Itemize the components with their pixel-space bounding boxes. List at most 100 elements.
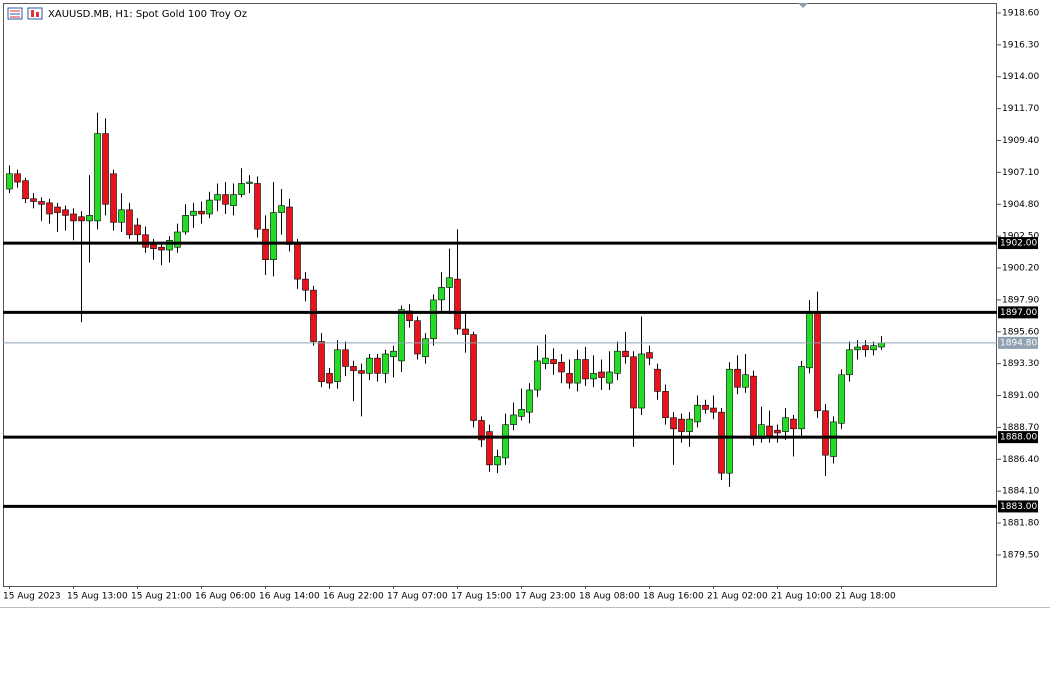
y-tick-label: 1916.30 (1002, 40, 1039, 50)
candle-body (726, 368, 733, 474)
y-tick-label: 1914.00 (1002, 72, 1039, 82)
candle-body (622, 350, 629, 358)
x-tick-label: 16 Aug 06:00 (195, 592, 256, 602)
candle-body (350, 366, 357, 371)
candle-body (374, 357, 381, 374)
x-tick-label: 21 Aug 02:00 (707, 592, 768, 602)
candle-body (414, 320, 421, 355)
candle-body (310, 289, 317, 342)
candle-body (102, 133, 109, 205)
candle-body (806, 312, 813, 369)
level-box (998, 237, 1038, 250)
candle-body (862, 345, 869, 351)
icon-bar (36, 12, 39, 17)
candle-body (694, 404, 701, 423)
candle-body (174, 231, 181, 248)
candle-body (750, 375, 757, 439)
candle-body (718, 411, 725, 474)
candle-body (686, 418, 693, 432)
candle-body (774, 429, 781, 434)
y-tick-label: 1888.70 (1002, 423, 1039, 433)
candle-body (598, 371, 605, 378)
candle-body (446, 277, 453, 288)
candle-body (222, 194, 229, 205)
candle-body (318, 341, 325, 382)
candle-body (158, 246, 165, 251)
candle-body (702, 404, 709, 410)
current-price-box (998, 336, 1038, 349)
candle-body (510, 414, 517, 425)
y-tick-label: 1886.40 (1002, 455, 1039, 465)
candle-body (478, 420, 485, 441)
icon-chart (27, 7, 43, 20)
candle-body (142, 234, 149, 248)
candle-body (294, 244, 301, 280)
candle-body (566, 373, 573, 384)
level-box (998, 500, 1038, 513)
candle-body (38, 201, 45, 205)
candle-body (54, 206, 61, 213)
candle-body (182, 215, 189, 233)
candle-body (118, 209, 125, 223)
x-tick-label: 15 Aug 21:00 (131, 592, 192, 602)
candle-body (798, 366, 805, 430)
candle-body (46, 202, 53, 215)
candle-body (286, 206, 293, 245)
candle-body (166, 240, 173, 251)
candle-body (150, 244, 157, 249)
candle-body (430, 299, 437, 340)
x-tick-label: 18 Aug 16:00 (643, 592, 704, 602)
candle-body (382, 353, 389, 374)
candle-body (654, 368, 661, 392)
y-tick-label: 1909.40 (1002, 136, 1039, 146)
x-tick-label: 18 Aug 08:00 (579, 592, 640, 602)
candle-body (550, 359, 557, 364)
candle-body (302, 278, 309, 291)
candle-body (846, 349, 853, 376)
x-tick-label: 21 Aug 18:00 (835, 592, 896, 602)
candle-body (574, 359, 581, 384)
candle-body (238, 183, 245, 195)
candle-body (870, 345, 877, 351)
y-tick-label: 1881.80 (1002, 519, 1039, 529)
plot-frame (3, 3, 997, 587)
candle-body (662, 391, 669, 419)
y-tick-label: 1893.30 (1002, 359, 1039, 369)
x-tick-label: 15 Aug 13:00 (67, 592, 128, 602)
candle-body (134, 224, 141, 236)
candle-body (326, 373, 333, 384)
y-tick-label: 1900.20 (1002, 264, 1039, 274)
level-label: 1902.00 (1000, 239, 1037, 249)
candle-body (526, 389, 533, 413)
candle-body (438, 287, 445, 301)
level-label: 1883.00 (1000, 502, 1037, 512)
candle-body (518, 409, 525, 417)
candle-body (422, 338, 429, 358)
candle-body (534, 360, 541, 391)
level-label: 1888.00 (1000, 433, 1037, 443)
candle-body (230, 194, 237, 206)
candle-body (878, 342, 885, 348)
candle-body (86, 215, 93, 222)
candle-body (206, 199, 213, 215)
x-tick-label: 15 Aug 2023 (3, 592, 61, 602)
candle-body (254, 183, 261, 230)
candle-body (742, 374, 749, 388)
candle-body (486, 431, 493, 466)
candle-body (390, 350, 397, 358)
candle-body (790, 418, 797, 430)
candle-body (678, 418, 685, 432)
candle-body (334, 349, 341, 382)
candle-body (454, 278, 461, 330)
candle-body (62, 209, 69, 216)
candle-body (710, 407, 717, 413)
candle-body (822, 410, 829, 456)
y-tick-label: 1907.10 (1002, 168, 1039, 178)
candle-body (366, 357, 373, 374)
candle-body (830, 421, 837, 457)
x-tick-label: 17 Aug 15:00 (451, 592, 512, 602)
icon-bar (31, 10, 34, 17)
candle-body (590, 373, 597, 380)
